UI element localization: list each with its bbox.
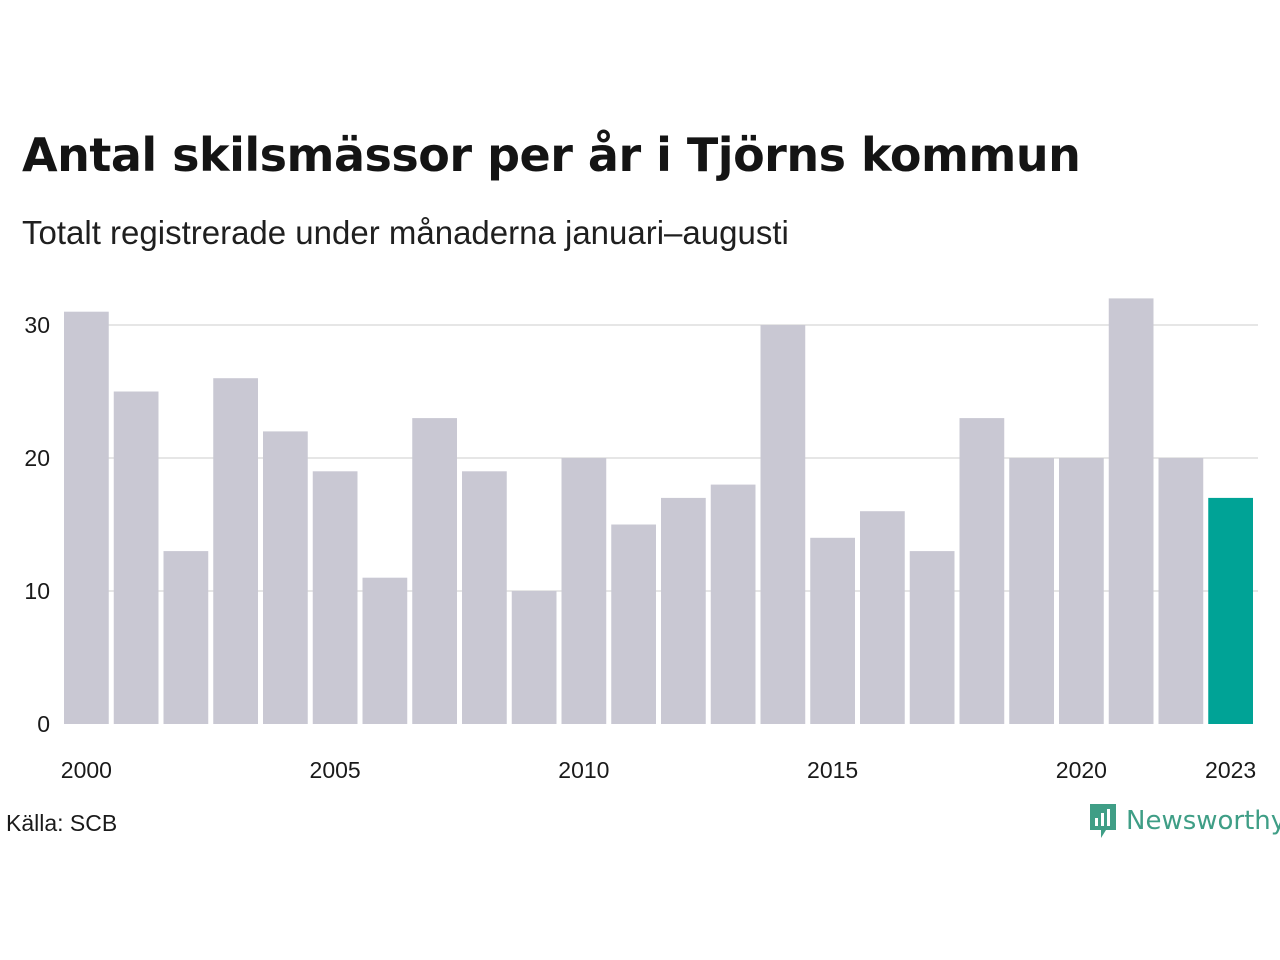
chart-subtitle: Totalt registrerade under månaderna janu… <box>22 214 789 251</box>
bar-2012 <box>661 497 706 724</box>
newsworthy-logo-icon <box>1090 804 1116 838</box>
bar-chart: 0 10 20 30 2000 2005 2010 2015 2020 2023 <box>24 298 1258 783</box>
y-tick-label: 30 <box>24 312 50 338</box>
bar-2002 <box>163 551 209 724</box>
x-tick-label: 2005 <box>310 757 361 783</box>
y-tick-label: 0 <box>37 711 50 737</box>
bar-2014 <box>760 325 806 724</box>
x-tick-label: 2010 <box>558 757 609 783</box>
bar-2016 <box>860 511 905 724</box>
bar-2001 <box>113 391 159 724</box>
bar-2011 <box>611 524 656 724</box>
bar-2013 <box>710 484 756 724</box>
x-tick-label: 2020 <box>1056 757 1107 783</box>
bar-2000 <box>64 311 109 724</box>
bar-2005 <box>312 471 358 724</box>
chart-title: Antal skilsmässor per år i Tjörns kommun <box>22 128 1081 182</box>
bar-2007 <box>412 418 457 724</box>
bar-2017 <box>909 551 955 724</box>
bar-2022 <box>1158 458 1204 724</box>
bar-2023 <box>1208 497 1253 724</box>
bar-2015 <box>810 537 855 724</box>
x-tick-label: 2015 <box>807 757 858 783</box>
bar-2004 <box>263 431 308 724</box>
bar-2020 <box>1059 458 1104 724</box>
x-tick-label: 2023 <box>1205 757 1256 783</box>
newsworthy-logo: Newsworthy <box>1088 802 1280 840</box>
bar-2008 <box>462 471 507 724</box>
bar-2003 <box>213 378 258 724</box>
y-tick-label: 20 <box>24 445 50 471</box>
bar-2019 <box>1009 458 1054 724</box>
bar-2009 <box>511 591 557 724</box>
bar-2006 <box>362 577 408 724</box>
bar-2018 <box>959 418 1005 724</box>
bar-2010 <box>561 458 607 724</box>
brand-name: Newsworthy <box>1126 806 1280 836</box>
x-tick-label: 2000 <box>61 757 112 783</box>
source-note: Källa: SCB <box>6 810 118 836</box>
bar-2021 <box>1108 298 1154 724</box>
y-tick-label: 10 <box>24 578 50 604</box>
